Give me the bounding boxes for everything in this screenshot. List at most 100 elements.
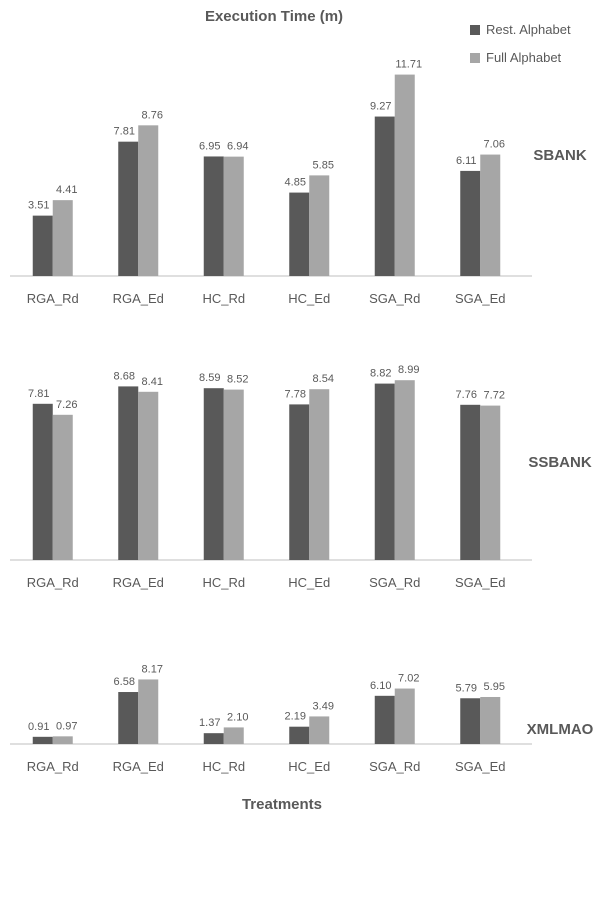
- xmlmao-bar-rest: [374, 695, 395, 744]
- sbank-bar-full: [480, 154, 501, 276]
- xmlmao-data-label: 5.95: [484, 681, 505, 693]
- sbank-bar-full: [138, 125, 159, 276]
- xmlmao-bar-full: [394, 688, 415, 744]
- xmlmao-data-label: 5.79: [456, 682, 477, 694]
- xmlmao-bar-full: [309, 716, 330, 744]
- ssbank-tick-label: SGA_Ed: [455, 575, 506, 590]
- ssbank-data-label: 8.68: [114, 370, 135, 382]
- xmlmao-bar-rest: [460, 698, 481, 744]
- legend-label-rest: Rest. Alphabet: [486, 22, 571, 37]
- xmlmao-data-label: 3.49: [313, 700, 334, 712]
- sbank-data-label: 11.71: [395, 59, 422, 71]
- sbank-data-label: 8.76: [142, 109, 163, 121]
- ssbank-bar-full: [223, 389, 244, 560]
- xmlmao-tick-label: SGA_Ed: [455, 759, 506, 774]
- legend-item-full-alphabet: Full Alphabet: [470, 50, 561, 65]
- ssbank-tick-label: RGA_Ed: [113, 575, 164, 590]
- sbank-bar-rest: [118, 141, 139, 276]
- xmlmao-panel-label: XMLMAO: [527, 721, 594, 738]
- sbank-tick-label: RGA_Ed: [113, 291, 164, 306]
- ssbank-bar-rest: [289, 404, 310, 560]
- sbank-bar-full: [309, 175, 330, 276]
- ssbank-bar-full: [480, 405, 501, 560]
- chart-title: Execution Time (m): [204, 8, 344, 25]
- legend-swatch-full: [470, 53, 480, 63]
- legend-swatch-rest: [470, 25, 480, 35]
- ssbank-data-label: 8.54: [313, 373, 334, 385]
- sbank-data-label: 5.85: [313, 159, 334, 171]
- xmlmao-data-label: 7.02: [398, 673, 419, 685]
- xmlmao-data-label: 0.91: [28, 721, 49, 733]
- sbank-data-label: 4.85: [285, 177, 306, 189]
- ssbank-data-label: 8.52: [227, 374, 248, 386]
- ssbank-data-label: 7.78: [285, 388, 306, 400]
- ssbank-data-label: 8.82: [370, 368, 391, 380]
- ssbank-data-label: 7.76: [456, 389, 477, 401]
- ssbank-bar-full: [394, 380, 415, 560]
- xmlmao-data-label: 2.10: [227, 711, 248, 723]
- sbank-data-label: 6.94: [227, 141, 248, 153]
- sbank-tick-label: SGA_Rd: [369, 291, 420, 306]
- ssbank-panel-label: SSBANK: [528, 454, 592, 471]
- ssbank-tick-label: SGA_Rd: [369, 575, 420, 590]
- ssbank-data-label: 8.59: [199, 372, 220, 384]
- x-axis-title: Treatments: [241, 796, 323, 813]
- ssbank-data-label: 8.99: [398, 364, 419, 376]
- sbank-data-label: 9.27: [370, 101, 391, 113]
- xmlmao-data-label: 2.19: [285, 711, 306, 723]
- sbank-bar-full: [52, 200, 73, 276]
- xmlmao-bar-full: [223, 727, 244, 744]
- sbank-bar-rest: [374, 116, 395, 276]
- sbank-bar-full: [394, 74, 415, 276]
- sbank-tick-label: RGA_Rd: [27, 291, 79, 306]
- ssbank-bar-full: [309, 389, 330, 560]
- xmlmao-tick-label: HC_Ed: [288, 759, 330, 774]
- ssbank-data-label: 7.26: [56, 399, 77, 411]
- ssbank-data-label: 7.72: [484, 390, 505, 402]
- ssbank-tick-label: RGA_Rd: [27, 575, 79, 590]
- ssbank-tick-label: HC_Ed: [288, 575, 330, 590]
- sbank-bar-rest: [203, 156, 224, 276]
- sbank-bar-rest: [32, 215, 53, 276]
- sbank-bar-full: [223, 156, 244, 276]
- xmlmao-data-label: 1.37: [199, 717, 220, 729]
- legend-label-full: Full Alphabet: [486, 50, 562, 65]
- sbank-bar-rest: [289, 192, 310, 276]
- sbank-tick-label: HC_Ed: [288, 291, 330, 306]
- xmlmao-bar-rest: [32, 736, 53, 744]
- sbank-data-label: 6.95: [199, 140, 220, 152]
- xmlmao-data-label: 6.58: [114, 676, 135, 688]
- sbank-data-label: 6.11: [456, 155, 477, 167]
- xmlmao-data-label: 6.10: [370, 680, 391, 692]
- ssbank-bar-rest: [460, 404, 481, 560]
- ssbank-data-label: 8.41: [142, 376, 163, 388]
- xmlmao-bar-full: [138, 679, 159, 744]
- xmlmao-tick-label: HC_Rd: [202, 759, 245, 774]
- sbank-data-label: 7.81: [114, 126, 135, 138]
- xmlmao-bar-full: [480, 696, 501, 744]
- xmlmao-data-label: 8.17: [142, 663, 163, 675]
- sbank-panel-label: SBANK: [533, 147, 587, 164]
- xmlmao-tick-label: RGA_Ed: [113, 759, 164, 774]
- sbank-tick-label: SGA_Ed: [455, 291, 506, 306]
- ssbank-bar-full: [52, 414, 73, 560]
- sbank-data-label: 3.51: [28, 200, 49, 212]
- sbank-tick-label: HC_Rd: [202, 291, 245, 306]
- ssbank-tick-label: HC_Rd: [202, 575, 245, 590]
- xmlmao-data-label: 0.97: [56, 720, 77, 732]
- xmlmao-bar-rest: [118, 692, 139, 744]
- ssbank-bar-rest: [374, 383, 395, 560]
- ssbank-bar-rest: [118, 386, 139, 560]
- ssbank-bar-full: [138, 391, 159, 560]
- legend-item-rest-alphabet: Rest. Alphabet: [470, 22, 571, 37]
- ssbank-data-label: 7.81: [28, 388, 49, 400]
- xmlmao-bar-rest: [203, 733, 224, 744]
- ssbank-bar-rest: [203, 388, 224, 560]
- xmlmao-tick-label: SGA_Rd: [369, 759, 420, 774]
- sbank-bar-rest: [460, 170, 481, 276]
- xmlmao-bar-rest: [289, 726, 310, 744]
- sbank-data-label: 4.41: [56, 184, 77, 196]
- xmlmao-tick-label: RGA_Rd: [27, 759, 79, 774]
- sbank-data-label: 7.06: [484, 139, 505, 151]
